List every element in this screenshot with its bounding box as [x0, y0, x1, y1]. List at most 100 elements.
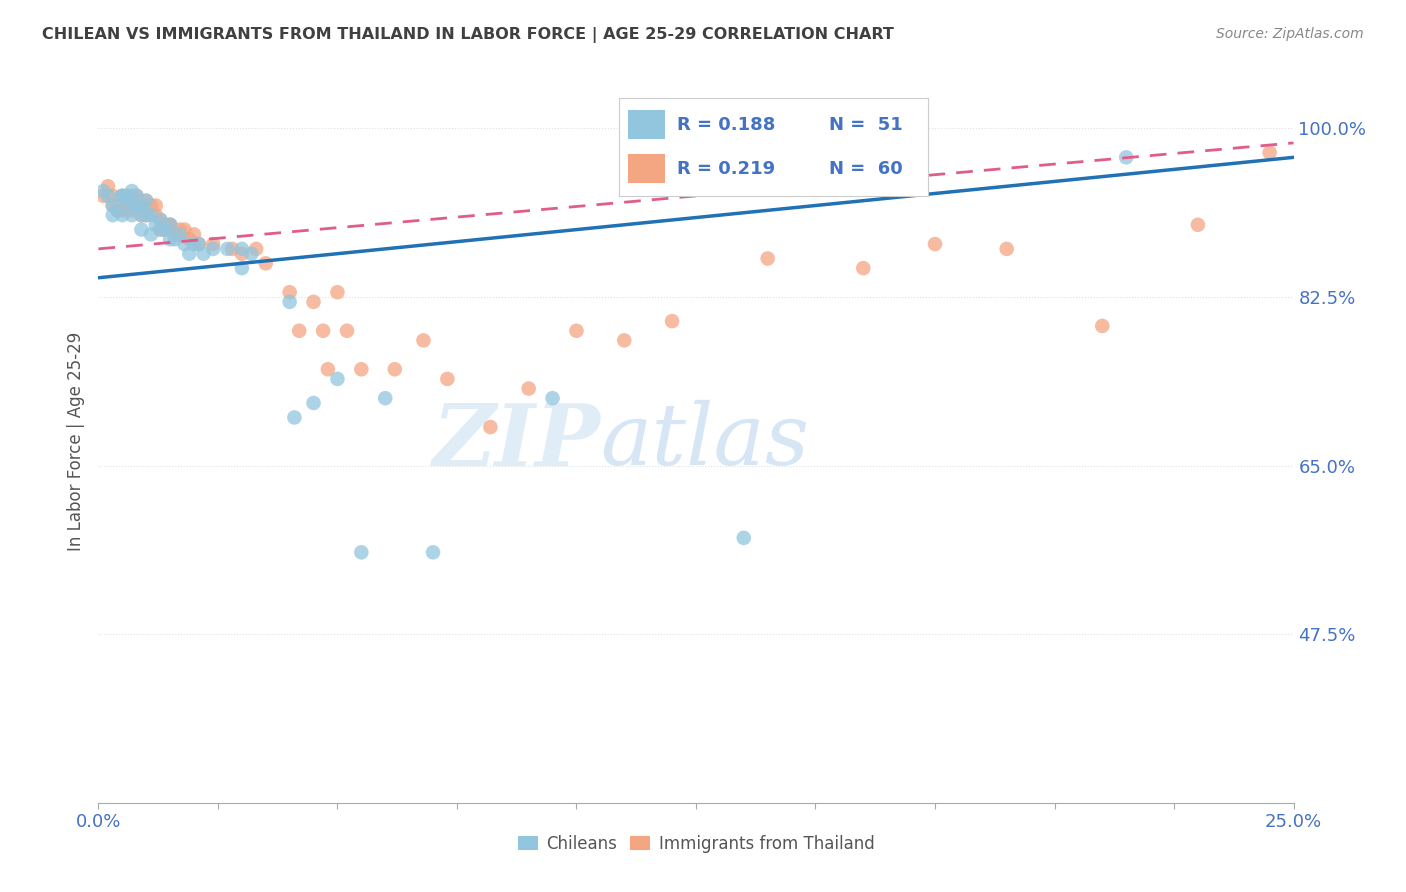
Point — [149, 213, 172, 227]
Point — [149, 222, 172, 236]
Point — [139, 198, 162, 212]
Point — [183, 227, 205, 242]
Point — [374, 391, 396, 405]
Point — [131, 208, 153, 222]
Text: N =  51: N = 51 — [830, 116, 903, 134]
Text: N =  60: N = 60 — [830, 160, 903, 178]
Point — [202, 237, 225, 252]
Point — [139, 227, 162, 242]
Point — [131, 222, 153, 236]
Point — [155, 222, 177, 236]
Point — [302, 294, 325, 309]
Point — [733, 531, 755, 545]
Point — [302, 396, 325, 410]
Point — [115, 194, 138, 208]
Point — [135, 194, 157, 208]
Point — [163, 227, 186, 242]
Point — [149, 213, 172, 227]
Point — [231, 242, 253, 256]
Point — [155, 218, 177, 232]
Point — [145, 208, 167, 222]
Point — [121, 208, 143, 222]
Legend: Chileans, Immigrants from Thailand: Chileans, Immigrants from Thailand — [510, 828, 882, 860]
Point — [97, 179, 120, 194]
Point — [924, 237, 946, 252]
Point — [131, 208, 153, 222]
FancyBboxPatch shape — [628, 110, 665, 139]
Point — [121, 198, 143, 212]
Point — [111, 203, 134, 218]
Text: Source: ZipAtlas.com: Source: ZipAtlas.com — [1216, 27, 1364, 41]
Point — [125, 198, 148, 212]
Point — [135, 208, 157, 222]
Point — [756, 252, 779, 266]
Point — [326, 285, 349, 300]
Point — [517, 382, 540, 396]
Point — [163, 232, 186, 246]
Text: atlas: atlas — [600, 401, 810, 483]
Point — [995, 242, 1018, 256]
Point — [312, 324, 335, 338]
Point — [115, 203, 138, 218]
Y-axis label: In Labor Force | Age 25-29: In Labor Force | Age 25-29 — [66, 332, 84, 551]
Point — [479, 420, 502, 434]
Point — [135, 194, 157, 208]
Point — [336, 324, 359, 338]
Point — [245, 242, 267, 256]
Point — [350, 545, 373, 559]
Point — [412, 334, 434, 348]
Point — [173, 222, 195, 236]
Point — [173, 237, 195, 252]
Point — [101, 208, 124, 222]
Point — [107, 203, 129, 218]
Point — [159, 218, 181, 232]
Point — [278, 285, 301, 300]
Point — [125, 189, 148, 203]
Point — [179, 246, 201, 260]
Point — [202, 242, 225, 256]
Point — [97, 189, 120, 203]
Text: CHILEAN VS IMMIGRANTS FROM THAILAND IN LABOR FORCE | AGE 25-29 CORRELATION CHART: CHILEAN VS IMMIGRANTS FROM THAILAND IN L… — [42, 27, 894, 43]
Point — [139, 208, 162, 222]
Point — [187, 237, 209, 252]
Point — [145, 198, 167, 212]
Point — [159, 218, 181, 232]
Point — [254, 256, 277, 270]
Point — [179, 232, 201, 246]
Point — [169, 222, 191, 236]
Point — [135, 208, 157, 222]
Point — [101, 198, 124, 212]
Point — [121, 189, 143, 203]
Point — [221, 242, 243, 256]
Text: ZIP: ZIP — [433, 400, 600, 483]
Point — [149, 222, 172, 236]
Point — [350, 362, 373, 376]
Point — [1187, 218, 1209, 232]
Point — [852, 261, 875, 276]
Point — [436, 372, 458, 386]
Point — [159, 232, 181, 246]
FancyBboxPatch shape — [628, 154, 665, 184]
Point — [107, 203, 129, 218]
Point — [91, 189, 114, 203]
Point — [183, 237, 205, 252]
Point — [115, 189, 138, 203]
Point — [193, 246, 215, 260]
Point — [111, 189, 134, 203]
Point — [1115, 150, 1137, 164]
Point — [231, 246, 253, 260]
Point — [131, 198, 153, 212]
Text: R = 0.188: R = 0.188 — [678, 116, 776, 134]
Point — [131, 198, 153, 212]
Point — [169, 227, 191, 242]
Point — [121, 184, 143, 198]
Point — [231, 261, 253, 276]
Point — [111, 189, 134, 203]
Point — [121, 203, 143, 218]
Point — [111, 189, 134, 203]
Point — [283, 410, 305, 425]
Point — [187, 237, 209, 252]
Point — [316, 362, 339, 376]
Point — [217, 242, 239, 256]
Point — [278, 294, 301, 309]
